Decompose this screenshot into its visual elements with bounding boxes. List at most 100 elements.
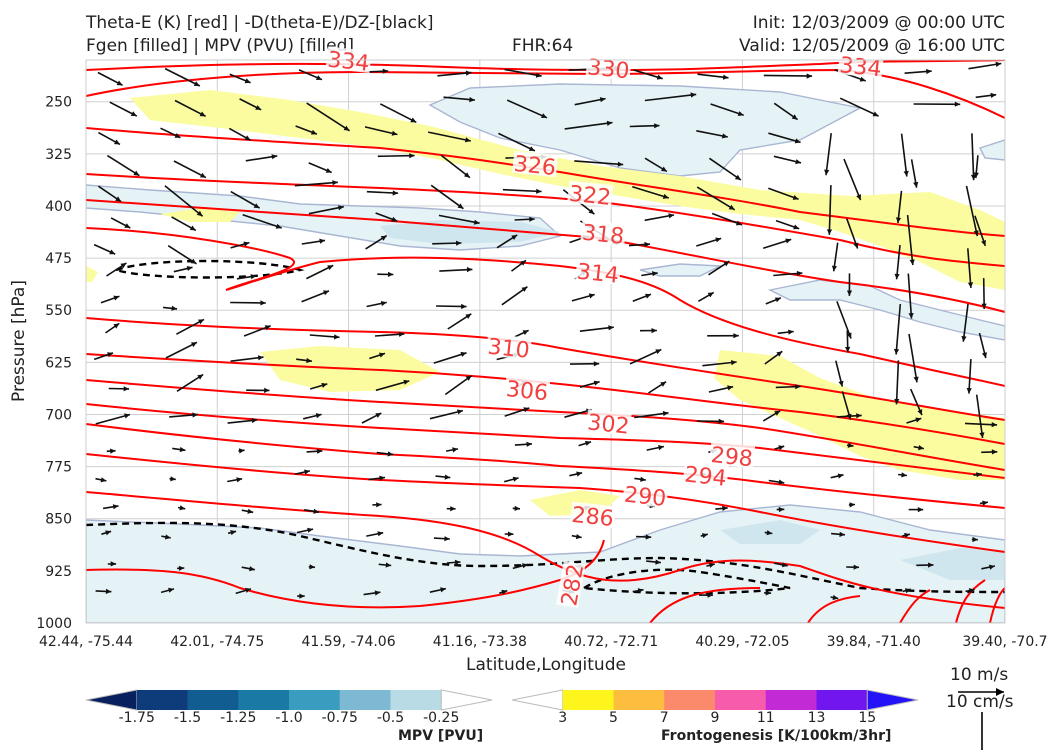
wind-arrow-head: [387, 451, 394, 457]
wind-arrow-head: [260, 300, 266, 306]
wind-arrow-head: [838, 380, 844, 387]
wind-arrow-head: [465, 313, 472, 319]
wind-arrow-head: [954, 101, 961, 107]
wind-arrow-shaft: [632, 185, 670, 199]
colorbar-tick-label: 3: [558, 710, 567, 726]
wind-arrow-head: [872, 111, 879, 117]
wind-arrow-head: [640, 476, 646, 482]
wind-arrow-head: [113, 295, 120, 301]
wind-arrow-head: [334, 334, 340, 340]
theta-e-contour: [899, 589, 931, 623]
wind-arrow-head: [661, 166, 667, 172]
colorbar-tick-label: -0.75: [322, 710, 358, 726]
wind-arrow-head: [313, 508, 320, 514]
wind-arrow-head: [465, 375, 472, 381]
wind-arrow-head: [976, 472, 982, 478]
wind-arrow-head: [191, 342, 197, 348]
wind-arrow-head: [179, 505, 186, 511]
colorbar-segment: [85, 689, 138, 711]
wind-arrow-head: [110, 561, 117, 567]
wind-arrow-head: [599, 97, 606, 103]
wind-arrow-shaft: [574, 160, 624, 166]
wind-arrow-head: [966, 388, 972, 394]
wind-arrow-head: [894, 273, 900, 280]
wind-arrow-shaft: [502, 188, 542, 193]
wind-arrow-head: [967, 282, 974, 288]
wind-arrow-head: [707, 292, 714, 298]
wind-arrow-head: [338, 205, 344, 211]
wind-arrow-head: [904, 532, 910, 538]
wind-arrow-head: [452, 447, 458, 453]
wind-arrow-head: [788, 329, 794, 335]
theta-e-contour: [86, 379, 1005, 471]
wind-arrow-head: [765, 590, 772, 596]
contour-label-bg: [580, 219, 627, 247]
wind-arrow-shaft: [440, 154, 471, 179]
theta-e-contour: [989, 587, 1005, 623]
theta-e-contour-label: 322: [568, 182, 612, 211]
wind-arrow-head: [520, 260, 526, 266]
wind-arrow-head: [116, 80, 123, 86]
wind-arrow-shaft: [430, 184, 464, 210]
contour-label-bg: [504, 375, 551, 403]
colorbar-tick-label: -1.5: [174, 710, 201, 726]
wind-arrow-head: [593, 380, 600, 386]
wind-arrow-head: [926, 68, 932, 75]
wind-arrow-head: [473, 219, 480, 225]
wind-arrow-head: [972, 536, 978, 543]
wind-arrow-head: [774, 410, 781, 416]
theta-e-contour: [807, 595, 861, 623]
wind-arrow-head: [133, 170, 140, 176]
theta-e-contour-label: 314: [576, 260, 620, 289]
y-tick-label: 325: [45, 147, 72, 163]
wind-arrow-head: [391, 130, 398, 136]
wind-arrow-shaft: [702, 361, 737, 367]
wind-arrow-head: [979, 432, 985, 438]
wind-arrow-head: [918, 445, 924, 451]
wind-arrow-head: [243, 241, 250, 247]
wind-key-label-ms: 10 m/s: [950, 665, 1009, 685]
theta-e-contour-label: 286: [570, 503, 614, 532]
theta-e-contour-label: 306: [505, 377, 549, 406]
wind-arrow-head: [392, 190, 399, 196]
theta-e-contour: [86, 227, 1005, 387]
wind-arrow-head: [315, 413, 322, 419]
wind-arrow-head: [323, 290, 329, 296]
title-left-line1: Theta-E (K) [red] | -D(theta-E)/DZ-[blac…: [86, 13, 434, 33]
wind-arrow-head: [100, 477, 107, 483]
theta-e-contour-labels: 334 330 3343263223183143103063022982942902…: [325, 46, 884, 609]
wind-arrow-head: [382, 68, 389, 74]
wind-arrow-shaft: [364, 126, 398, 136]
wind-arrow-head: [839, 531, 845, 537]
wind-arrow-head: [244, 78, 251, 84]
mpv-colorbar-label: MPV [PVU]: [398, 728, 484, 744]
wind-arrow-head: [107, 352, 113, 358]
wind-arrow-head: [656, 74, 663, 80]
wind-arrow-head: [444, 536, 450, 542]
y-tick-label: 775: [45, 460, 72, 476]
wind-arrow-head: [585, 440, 591, 446]
wind-arrow-head: [379, 352, 385, 358]
fgen-colorbar-label: Frontogenesis [K/100km/3hr]: [661, 728, 892, 744]
fgen-colorbar: 3 5 7 9 11 13 15: [511, 689, 919, 726]
wind-arrow-head: [244, 135, 251, 141]
wind-arrow-head: [824, 169, 830, 176]
wind-arrow-head: [608, 325, 614, 331]
wind-arrow-head: [444, 474, 451, 480]
plot-frame: [85, 59, 1006, 624]
wind-arrow-shaft: [165, 341, 198, 359]
wind-arrow-shaft: [504, 68, 542, 77]
wind-arrow-shaft: [975, 394, 984, 439]
y-tick-label: 550: [45, 303, 72, 319]
wind-arrow-head: [575, 534, 582, 540]
wind-arrow-head: [466, 267, 473, 273]
theta-e-contour: [86, 317, 1005, 421]
dtheta-dz-contours: [86, 259, 1005, 595]
wind-arrow-head: [464, 172, 470, 178]
wind-arrow-head: [193, 81, 200, 86]
wind-arrow-head: [915, 417, 922, 423]
wind-arrow-head: [257, 355, 264, 361]
x-tick-label: 41.16, -73.38: [433, 634, 527, 650]
theta-e-contour: [86, 353, 1005, 445]
wind-arrow-head: [304, 469, 310, 475]
